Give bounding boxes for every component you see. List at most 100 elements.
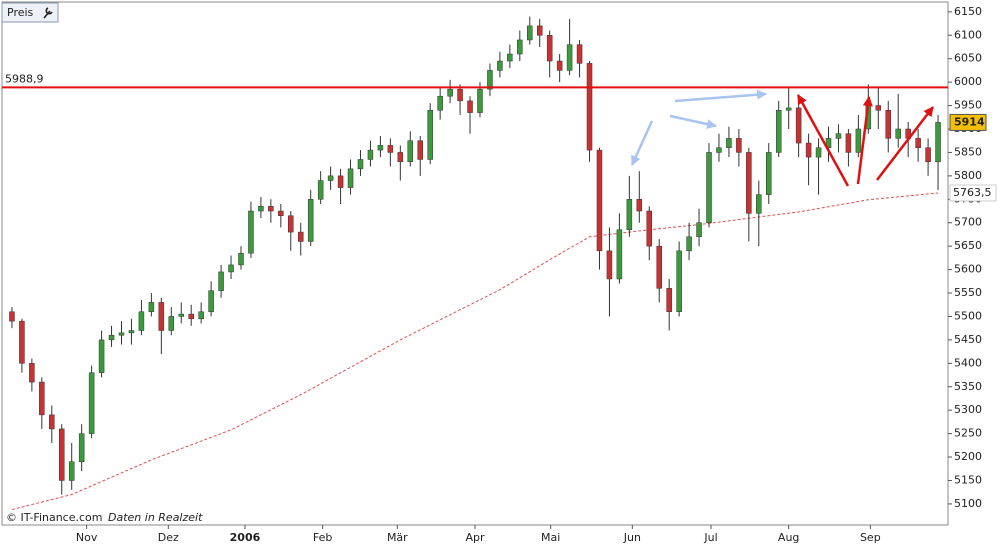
ma-label-box — [949, 184, 997, 202]
candle-body — [9, 311, 15, 322]
candle-body — [925, 147, 931, 163]
candle-body — [387, 145, 394, 153]
candle-body — [915, 138, 921, 148]
candle-body — [128, 330, 135, 334]
legend-label: Preis — [7, 6, 34, 19]
x-tick-label: 2006 — [230, 531, 261, 544]
candle-body — [895, 128, 901, 139]
candle-body — [347, 168, 354, 188]
candle-body — [417, 140, 423, 160]
y-tick-label: 6050 — [954, 52, 982, 65]
candle-body — [218, 271, 224, 291]
x-tick-label: Aug — [778, 531, 799, 544]
y-tick-label: 5300 — [954, 403, 982, 416]
candle-body — [297, 231, 304, 242]
candle-body — [327, 175, 334, 181]
candle-body — [606, 250, 613, 280]
candle-body — [248, 210, 254, 254]
arrow — [876, 106, 934, 181]
candle-body — [935, 122, 941, 163]
x-tick-label: Mai — [541, 531, 560, 544]
candle-body — [726, 138, 732, 148]
ma-label: 5763,5 — [953, 186, 992, 199]
candle-body — [317, 180, 324, 200]
arrow — [669, 114, 717, 129]
candle-body — [536, 25, 543, 36]
y-tick-label: 5500 — [954, 309, 982, 322]
y-tick-label: 5650 — [954, 239, 982, 252]
last-price-box — [949, 113, 987, 131]
x-tick-label: Jun — [623, 531, 641, 544]
candle-body — [88, 372, 95, 434]
candle-body — [158, 302, 165, 331]
candle-body — [825, 138, 832, 148]
y-tick-label: 5450 — [954, 333, 982, 346]
candle-body — [815, 147, 822, 158]
candle-body — [377, 145, 384, 151]
candle-body — [875, 105, 882, 111]
y-tick-label: 5800 — [954, 169, 982, 182]
candle-body — [307, 199, 314, 242]
arrow — [856, 96, 873, 185]
candle-body — [258, 206, 264, 212]
candle-body — [238, 252, 244, 266]
candle-body — [68, 461, 75, 481]
candle-body — [616, 229, 623, 280]
y-tick-label: 5950 — [954, 99, 982, 112]
candle-body — [397, 152, 404, 163]
footer-note: Daten in Realzeit — [108, 511, 203, 524]
candle-body — [29, 363, 35, 383]
candle-body — [676, 250, 682, 313]
candle-body — [527, 25, 533, 41]
footer: © IT-Finance.com — [6, 511, 103, 524]
candle-body — [566, 44, 573, 71]
candle-body — [427, 110, 433, 160]
arrow — [796, 94, 850, 187]
candle-body — [785, 107, 792, 111]
candle-body — [805, 142, 812, 158]
candle-body — [288, 215, 294, 233]
candle-body — [457, 88, 463, 102]
y-tick-label: 5700 — [954, 216, 982, 229]
plot-area — [1, 1, 949, 526]
candle-body — [775, 110, 782, 153]
x-tick-label: Jul — [703, 531, 717, 544]
candle-body — [845, 133, 852, 153]
settings-icon[interactable] — [43, 7, 53, 19]
candle-body — [188, 313, 194, 320]
candle-body — [686, 236, 692, 252]
x-tick-label: Sep — [860, 531, 881, 544]
annotations — [630, 89, 934, 187]
candle-body — [148, 302, 155, 313]
candle-body — [39, 381, 45, 416]
y-tick-label: 6150 — [954, 5, 982, 18]
candle-body — [576, 44, 583, 64]
y-tick-label: 5600 — [954, 263, 982, 276]
y-tick-label: 5850 — [954, 145, 982, 158]
candle-body — [596, 149, 603, 252]
candle-body — [367, 149, 374, 160]
y-tick-label: 5150 — [954, 473, 982, 486]
y-tick-label: 5350 — [954, 380, 982, 393]
candle-body — [437, 95, 443, 111]
candle-body — [736, 138, 742, 153]
candle-body — [228, 264, 234, 273]
y-tick-label: 6100 — [954, 28, 982, 41]
candle-body — [636, 199, 643, 212]
y-tick-label: 5100 — [954, 497, 982, 510]
candle-body — [118, 332, 125, 336]
candle-body — [835, 133, 842, 139]
candle-body — [706, 152, 712, 223]
candle-body — [477, 88, 483, 113]
resistance-label: 5988,9 — [5, 72, 44, 85]
candle-body — [208, 290, 214, 313]
last-price-label: 5914 — [954, 115, 985, 128]
candle-body — [766, 152, 772, 195]
candle-body — [78, 433, 85, 462]
x-tick-label: Nov — [76, 531, 98, 544]
candle-body — [795, 107, 802, 144]
arrow — [674, 89, 767, 103]
candle-body — [268, 206, 274, 212]
candle-body — [507, 53, 513, 62]
y-tick-label: 5400 — [954, 356, 982, 369]
